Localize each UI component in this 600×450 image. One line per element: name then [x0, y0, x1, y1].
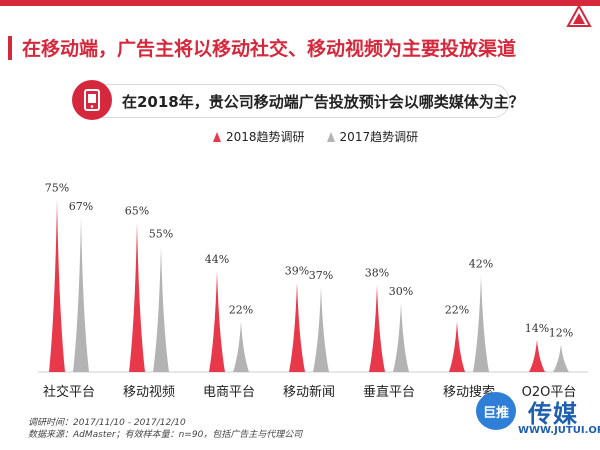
legend-item-2017: 2017趋势调研: [326, 128, 419, 145]
header-bar: [0, 0, 600, 6]
chart-legend: 2018趋势调研 2017趋势调研: [213, 128, 418, 145]
bar-2017-1: [153, 245, 169, 372]
watermark-logo: 巨推: [476, 392, 516, 430]
bar-2018-6: [529, 339, 545, 372]
data-label-2018-1: 65%: [125, 205, 149, 218]
data-label-2017-6: 12%: [549, 326, 573, 339]
data-label-2017-4: 30%: [389, 285, 413, 298]
legend-swatch-2018: [213, 131, 221, 142]
bar-2017-3: [313, 286, 329, 372]
watermark-name: 传媒: [528, 400, 578, 428]
mobile-phone-icon: [72, 80, 112, 120]
data-label-2018-3: 39%: [285, 264, 309, 277]
footnote-survey-time: 调研时间：2017/11/10 - 2017/12/10: [28, 418, 186, 428]
data-label-2017-0: 67%: [69, 200, 93, 213]
bar-2018-2: [209, 270, 225, 372]
bar-2017-5: [473, 275, 489, 372]
category-label-2: 电商平台: [203, 385, 255, 400]
data-label-2017-2: 22%: [229, 303, 253, 316]
title-accent-bar: [8, 36, 12, 60]
bar-2017-6: [553, 344, 569, 372]
category-label-4: 垂直平台: [363, 385, 415, 400]
legend-label-2018: 2018趋势调研: [226, 130, 305, 144]
data-label-2017-5: 42%: [469, 257, 493, 270]
footnote-data-source: 数据来源：AdMaster；有效样本量：n=90，包括广告主与代理公司: [28, 430, 303, 440]
data-label-2017-1: 55%: [149, 228, 173, 241]
data-label-2018-5: 22%: [445, 303, 469, 316]
bar-2017-2: [233, 321, 249, 372]
watermark-url: WWW.JUTUI.ORG: [518, 425, 600, 436]
category-label-6: O2O平台: [522, 385, 577, 400]
bar-2018-3: [289, 282, 305, 372]
data-label-2018-2: 44%: [205, 253, 229, 266]
category-label-1: 移动视频: [123, 385, 175, 400]
page-title: 在移动端，广告主将以移动社交、移动视频为主要投放渠道: [22, 38, 517, 60]
data-label-2018-6: 14%: [525, 322, 549, 335]
bar-2018-5: [449, 321, 465, 372]
legend-label-2017: 2017趋势调研: [339, 130, 419, 144]
category-label-0: 社交平台: [43, 384, 95, 400]
bar-2018-1: [129, 222, 145, 372]
data-label-2017-3: 37%: [309, 269, 333, 282]
bar-2018-0: [49, 199, 65, 372]
bar-2017-4: [393, 303, 409, 372]
brand-logo-icon: [566, 4, 592, 27]
data-label-2018-0: 75%: [45, 182, 69, 195]
legend-swatch-2017: [326, 131, 335, 142]
bar-2018-4: [369, 284, 385, 372]
data-label-2018-4: 38%: [365, 267, 389, 280]
legend-item-2018: 2018趋势调研: [213, 128, 305, 145]
category-label-3: 移动新闻: [283, 384, 335, 400]
bar-2017-0: [73, 217, 89, 372]
question-text: 在2018年，贵公司移动端广告投放预计会以哪类媒体为主？: [122, 93, 524, 111]
